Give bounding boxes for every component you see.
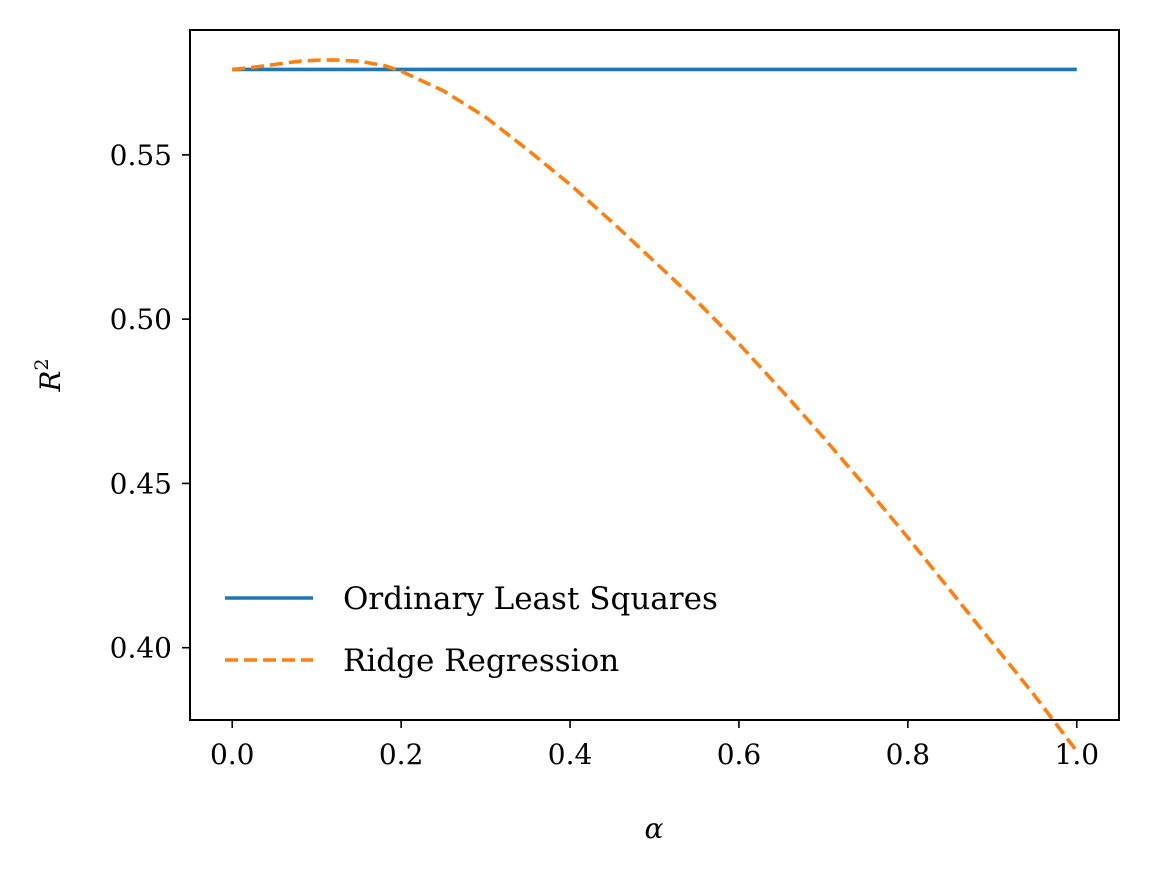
legend-label: Ordinary Least Squares	[343, 581, 718, 617]
y-tick-label: 0.50	[110, 303, 172, 336]
x-tick-label: 0.2	[379, 738, 424, 771]
x-tick-label: 0.6	[717, 738, 762, 771]
x-tick-label: 0.0	[210, 738, 255, 771]
y-axis-ticks: 0.40 0.45 0.50 0.55	[110, 139, 190, 665]
x-tick-label: 0.4	[548, 738, 593, 771]
x-axis-ticks: 0.0 0.2 0.4 0.6 0.8 1.0	[210, 720, 1099, 771]
y-axis-label: R2	[31, 358, 67, 392]
y-axis-label-base: R	[34, 371, 67, 393]
x-tick-label: 1.0	[1055, 738, 1100, 771]
series-line-ridge	[232, 58, 1079, 753]
legend-label: Ridge Regression	[343, 643, 619, 679]
x-axis-label: α	[645, 812, 664, 845]
y-tick-label: 0.55	[110, 139, 172, 172]
plot-lines	[232, 58, 1079, 753]
y-tick-label: 0.45	[110, 467, 172, 500]
y-tick-label: 0.40	[110, 632, 172, 665]
x-tick-label: 0.8	[886, 738, 931, 771]
y-axis-label-superscript: 2	[31, 358, 53, 370]
axes-frame	[189, 29, 1120, 721]
legend: Ordinary Least Squares Ridge Regression	[225, 581, 718, 679]
